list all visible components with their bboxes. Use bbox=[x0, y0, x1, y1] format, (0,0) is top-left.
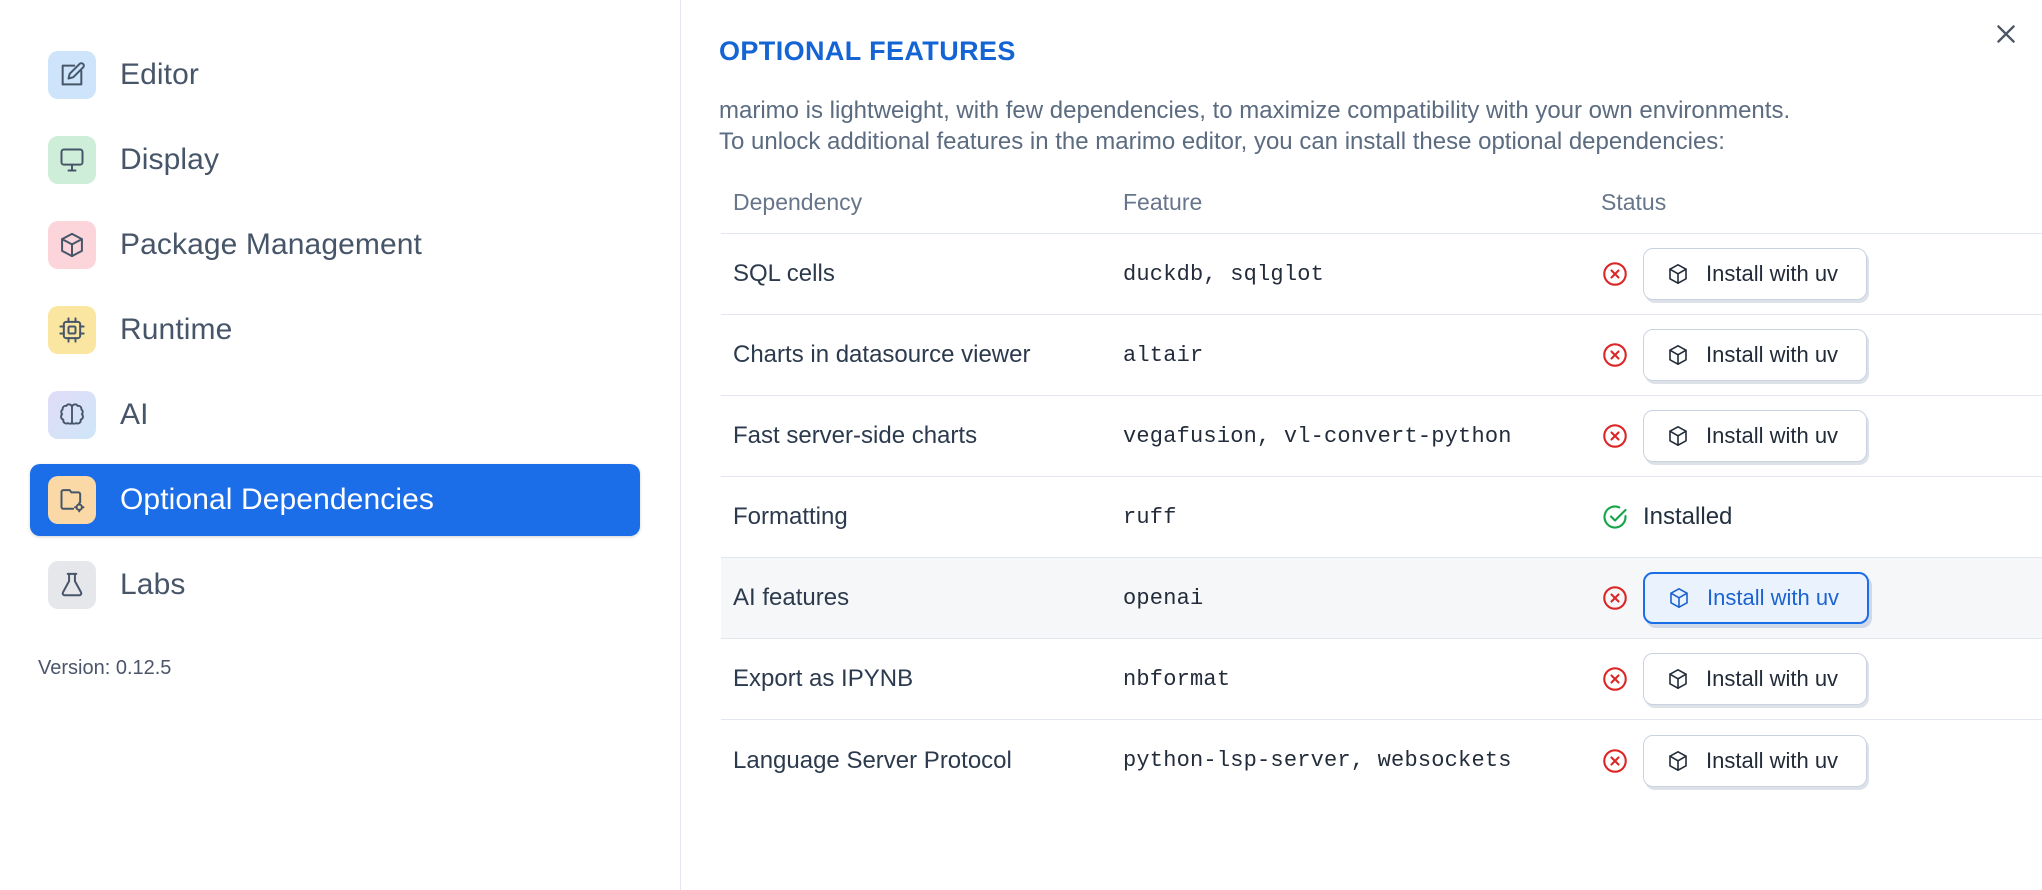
column-header-feature: Feature bbox=[1123, 189, 1203, 216]
close-icon bbox=[1993, 21, 2019, 52]
sidebar-item-runtime[interactable]: Runtime bbox=[30, 294, 640, 366]
cell-status: Install with uv bbox=[1589, 396, 2042, 477]
sidebar-item-ai[interactable]: AI bbox=[30, 379, 640, 451]
cell-status: Install with uv bbox=[1589, 720, 2042, 801]
table-row: Formatting ruff Installed bbox=[721, 476, 2042, 558]
brain-icon bbox=[48, 391, 96, 439]
package-cube-icon bbox=[1666, 343, 1690, 367]
cell-dependency: SQL cells bbox=[733, 260, 835, 288]
install-button-label: Install with uv bbox=[1706, 261, 1839, 287]
cell-feature: duckdb, sqlglot bbox=[1123, 261, 1325, 287]
cell-status: Install with uv bbox=[1589, 234, 2042, 315]
sidebar-item-label: Editor bbox=[120, 58, 199, 91]
table-row: AI features openai bbox=[721, 557, 2042, 639]
table-row: Language Server Protocol python-lsp-serv… bbox=[721, 719, 2042, 801]
sidebar-item-label: Runtime bbox=[120, 313, 233, 346]
circle-x-icon bbox=[1601, 422, 1629, 450]
description-line-1: marimo is lightweight, with few dependen… bbox=[719, 97, 1791, 124]
cell-dependency: Fast server-side charts bbox=[733, 422, 978, 450]
table-body: SQL cells duckdb, sqlglot bbox=[721, 233, 2042, 801]
sidebar-item-optional-dependencies[interactable]: Optional Dependencies bbox=[30, 464, 640, 536]
close-button[interactable] bbox=[1988, 18, 2024, 54]
cell-dependency: AI features bbox=[733, 584, 850, 612]
settings-main-panel: OPTIONAL FEATURES marimo is lightweight,… bbox=[681, 0, 2042, 890]
cpu-chip-icon bbox=[48, 306, 96, 354]
cell-feature: python-lsp-server, websockets bbox=[1123, 748, 1512, 774]
circle-x-icon bbox=[1601, 341, 1629, 369]
monitor-icon bbox=[48, 136, 96, 184]
cell-feature: openai bbox=[1123, 585, 1204, 611]
folder-cog-icon bbox=[48, 476, 96, 524]
table-row: Charts in datasource viewer altair bbox=[721, 314, 2042, 396]
cell-status: Installed bbox=[1589, 477, 2042, 558]
page-title: OPTIONAL FEATURES bbox=[719, 36, 1016, 66]
install-button-label: Install with uv bbox=[1706, 423, 1839, 449]
install-button-label: Install with uv bbox=[1706, 747, 1839, 773]
table-row: SQL cells duckdb, sqlglot bbox=[721, 233, 2042, 315]
package-cube-icon bbox=[1666, 667, 1690, 691]
status-badge: Installed bbox=[1643, 503, 1733, 531]
page-description: marimo is lightweight, with few dependen… bbox=[719, 95, 1969, 157]
sidebar-item-labs[interactable]: Labs bbox=[30, 549, 640, 621]
settings-sidebar: Editor Display Package Management bbox=[0, 0, 681, 890]
cell-dependency: Export as IPYNB bbox=[733, 665, 914, 693]
flask-icon bbox=[48, 561, 96, 609]
cell-dependency: Formatting bbox=[733, 503, 848, 531]
circle-check-icon bbox=[1601, 503, 1629, 531]
install-button-label: Install with uv bbox=[1706, 342, 1839, 368]
sidebar-item-display[interactable]: Display bbox=[30, 124, 640, 196]
install-with-uv-button[interactable]: Install with uv bbox=[1643, 653, 1868, 706]
table-header: Dependency Feature Status bbox=[721, 189, 2042, 234]
sidebar-item-package-management[interactable]: Package Management bbox=[30, 209, 640, 281]
optional-dependencies-table: Dependency Feature Status SQL cells duck… bbox=[721, 189, 2042, 801]
cell-status: Install with uv bbox=[1589, 558, 2042, 639]
cell-dependency: Charts in datasource viewer bbox=[733, 341, 1031, 369]
version-label: Version: 0.12.5 bbox=[38, 657, 172, 679]
install-with-uv-button[interactable]: Install with uv bbox=[1643, 734, 1868, 787]
table-row: Export as IPYNB nbformat bbox=[721, 638, 2042, 720]
sidebar-item-label: Optional Dependencies bbox=[120, 483, 434, 516]
column-header-status: Status bbox=[1601, 189, 1667, 216]
optional-features-content: OPTIONAL FEATURES marimo is lightweight,… bbox=[681, 0, 2042, 801]
sidebar-nav: Editor Display Package Management bbox=[30, 39, 640, 621]
package-cube-icon bbox=[1666, 749, 1690, 773]
cell-status: Install with uv bbox=[1589, 639, 2042, 720]
package-icon bbox=[48, 221, 96, 269]
package-cube-icon bbox=[1666, 424, 1690, 448]
sidebar-item-label: Labs bbox=[120, 568, 186, 601]
package-cube-icon bbox=[1667, 586, 1691, 610]
cell-feature: nbformat bbox=[1123, 666, 1231, 692]
sidebar-item-editor[interactable]: Editor bbox=[30, 39, 640, 111]
sidebar-item-label: Display bbox=[120, 143, 220, 176]
cell-feature: ruff bbox=[1123, 504, 1177, 530]
install-with-uv-button[interactable]: Install with uv bbox=[1643, 410, 1868, 463]
table-row: Fast server-side charts vegafusion, vl-c… bbox=[721, 395, 2042, 477]
sidebar-item-label: Package Management bbox=[120, 228, 422, 261]
install-with-uv-button[interactable]: Install with uv bbox=[1643, 572, 1870, 625]
cell-feature: altair bbox=[1123, 342, 1204, 368]
pencil-square-icon bbox=[48, 51, 96, 99]
package-cube-icon bbox=[1666, 262, 1690, 286]
circle-x-icon bbox=[1601, 260, 1629, 288]
circle-x-icon bbox=[1601, 584, 1629, 612]
cell-dependency: Language Server Protocol bbox=[733, 746, 1012, 774]
install-with-uv-button[interactable]: Install with uv bbox=[1643, 329, 1868, 382]
description-line-2: To unlock additional features in the mar… bbox=[719, 128, 1725, 156]
cell-feature: vegafusion, vl-convert-python bbox=[1123, 423, 1512, 449]
table-header-row: Dependency Feature Status bbox=[721, 189, 2042, 234]
install-button-label: Install with uv bbox=[1706, 666, 1839, 692]
column-header-dependency: Dependency bbox=[733, 189, 863, 216]
circle-x-icon bbox=[1601, 747, 1629, 775]
sidebar-item-label: AI bbox=[120, 398, 149, 431]
cell-status: Install with uv bbox=[1589, 315, 2042, 396]
install-button-label: Install with uv bbox=[1707, 585, 1840, 611]
circle-x-icon bbox=[1601, 665, 1629, 693]
install-with-uv-button[interactable]: Install with uv bbox=[1643, 248, 1868, 301]
